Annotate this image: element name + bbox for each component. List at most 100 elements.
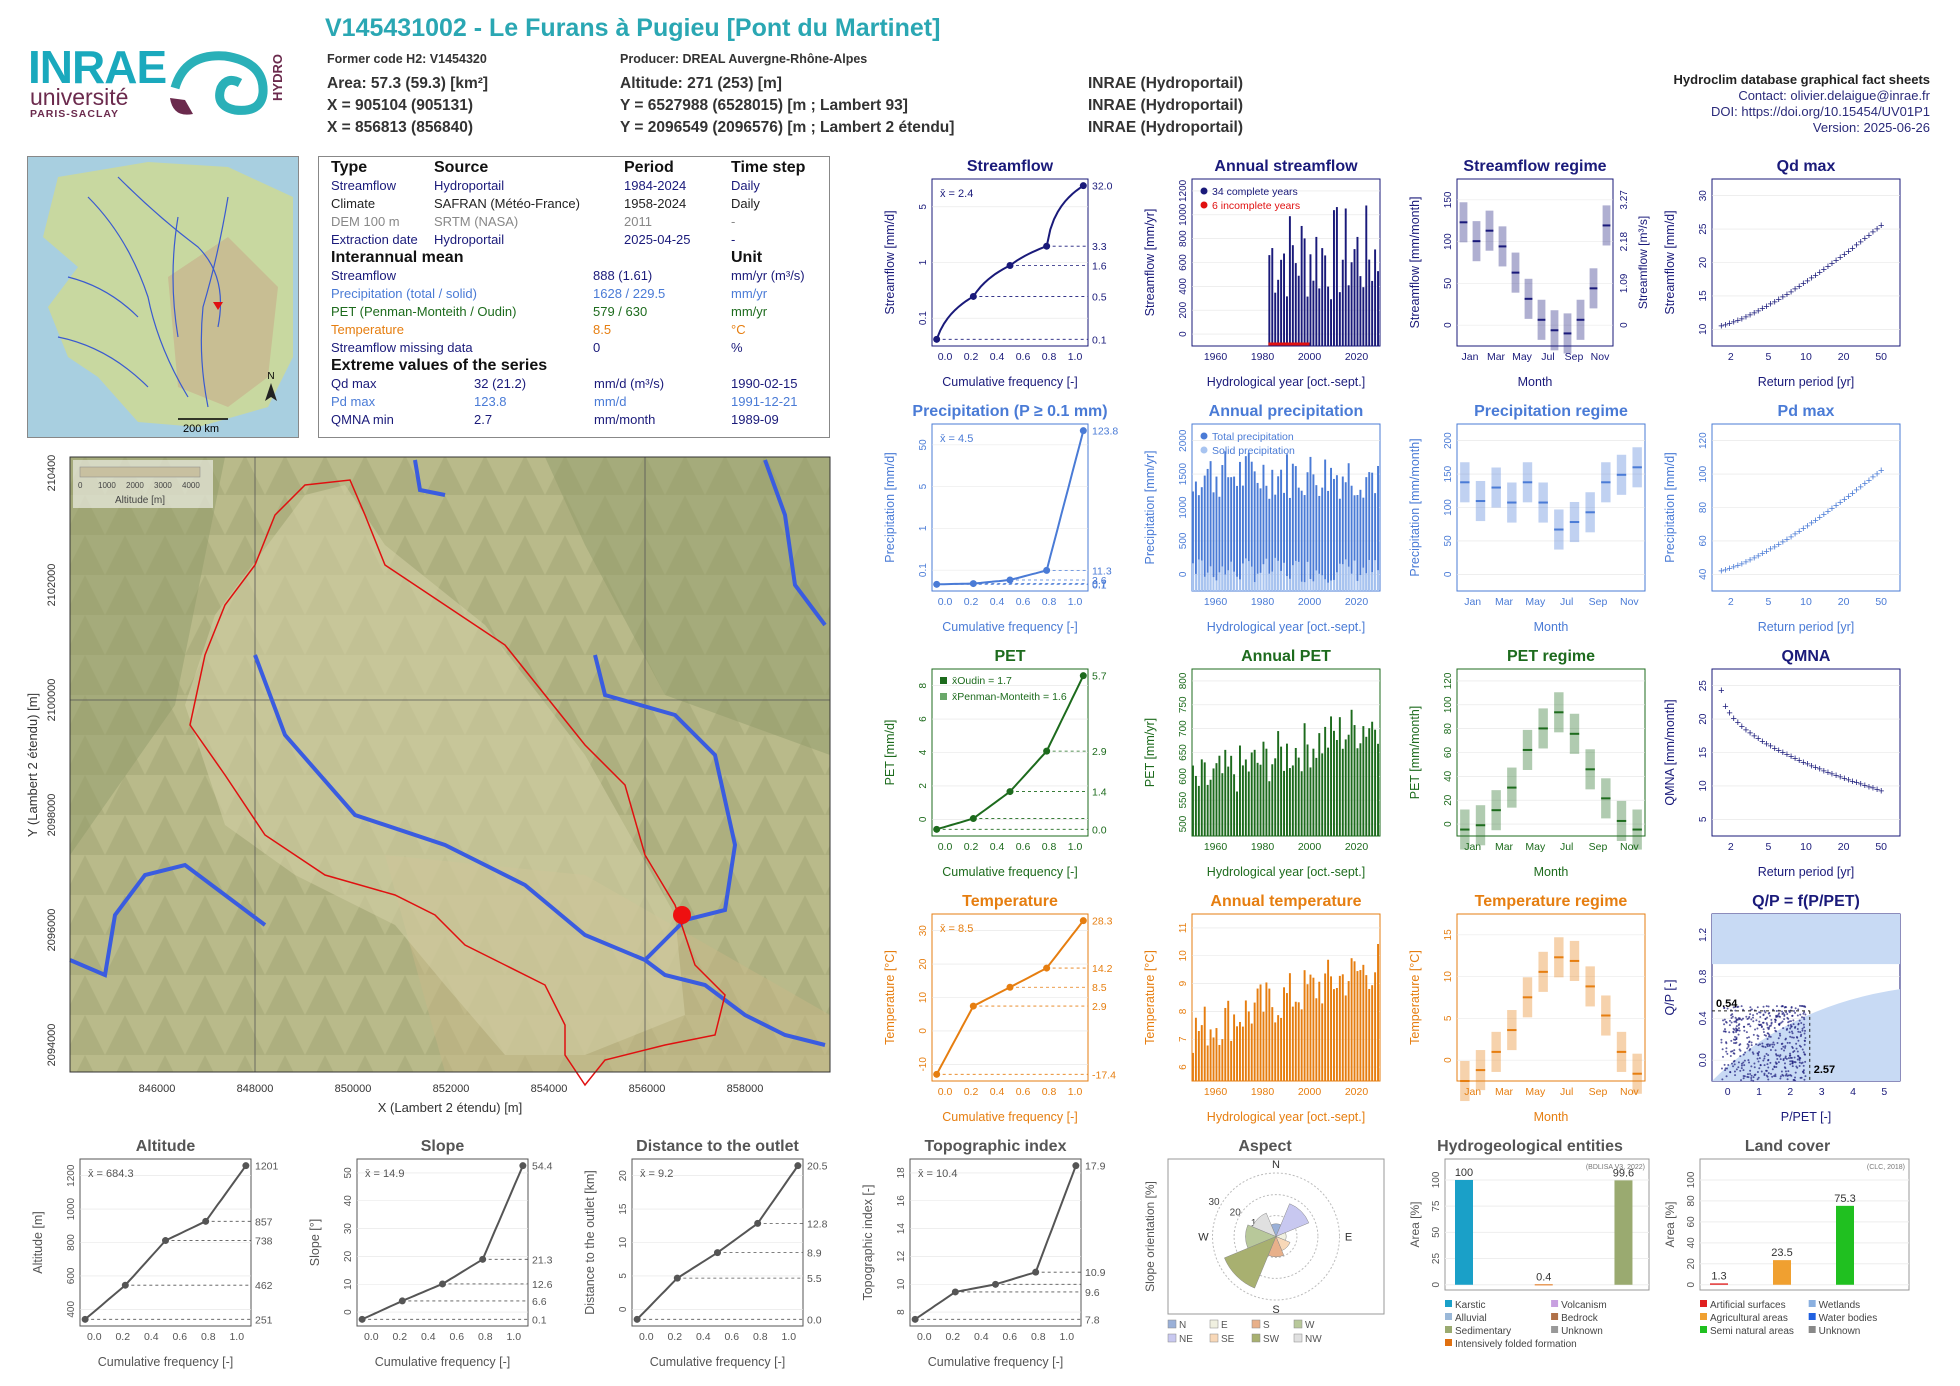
qp-point	[1742, 1053, 1745, 1056]
annual-bar	[1230, 755, 1233, 836]
qp-point	[1800, 1033, 1803, 1036]
annual-bar	[1256, 482, 1259, 591]
y-tick-label: 1000	[1178, 496, 1189, 519]
qp-point	[1771, 1046, 1774, 1049]
qp-point	[1735, 1021, 1738, 1024]
qp-point	[1803, 1053, 1806, 1056]
x-tick-label: 0.2	[964, 1086, 979, 1098]
qp-point	[1782, 1059, 1785, 1062]
qp-point	[1789, 1060, 1792, 1063]
solid-bar	[1359, 575, 1362, 591]
annual-bar	[1330, 976, 1332, 1081]
qp-point	[1740, 1005, 1743, 1008]
y-axis-label: Topographic index [-]	[861, 1184, 875, 1300]
qp-point	[1789, 1027, 1792, 1030]
legend-entry: Solid precipitation	[1212, 445, 1295, 457]
qp-point	[1786, 1027, 1789, 1030]
x-axis-label: Cumulative frequency [-]	[942, 865, 1077, 879]
qp-point	[1774, 1029, 1777, 1032]
qp-point	[1739, 1069, 1742, 1072]
qp-point	[1790, 1060, 1793, 1063]
annual-bar	[1194, 775, 1197, 836]
annual-bar	[1265, 748, 1268, 836]
solid-bar	[1209, 566, 1212, 591]
qp-point	[1721, 1078, 1724, 1081]
legend-entry: 34 complete years	[1212, 186, 1298, 198]
annual-bar	[1318, 495, 1321, 591]
chart-title: Land cover	[1745, 1138, 1830, 1155]
qp-point	[1740, 1062, 1743, 1065]
annual-bar	[1344, 995, 1347, 1081]
return-point: +	[1829, 503, 1835, 515]
return-point: +	[1780, 536, 1786, 548]
qp-point	[1762, 1014, 1765, 1017]
return-point: +	[1833, 770, 1839, 782]
version: Version: 2025-06-26	[1812, 120, 1930, 135]
return-point: +	[1759, 303, 1765, 315]
qp-point	[1742, 1069, 1745, 1072]
qp-point	[1722, 1055, 1725, 1058]
annual-bar	[1347, 734, 1350, 836]
return-point: +	[1730, 317, 1736, 329]
return-point: +	[1800, 523, 1806, 535]
solid-bar	[1365, 573, 1368, 591]
x-tick-label: 1.0	[1068, 351, 1083, 363]
annual-bar	[1247, 452, 1250, 591]
annual-bar	[1321, 487, 1324, 591]
return-point: +	[1755, 733, 1761, 745]
chart-title: Qd max	[1777, 158, 1836, 175]
solid-bar	[1321, 575, 1324, 591]
chart-precipitation-p-0-1-mm: Precipitation (P ≥ 0.1 mm) Cumulative fre…	[883, 403, 1118, 634]
x-tick-label: 2020	[1345, 1086, 1369, 1098]
annual-bar	[1209, 779, 1212, 836]
qp-point	[1766, 1023, 1769, 1026]
annual-bar	[1318, 733, 1321, 836]
y-tick-label: 0	[1431, 1282, 1442, 1288]
annual-bar	[1215, 1028, 1218, 1081]
annual-bar	[1283, 770, 1285, 836]
qp-point	[1758, 1067, 1761, 1070]
right-tick-label: 7.8	[1085, 1314, 1100, 1326]
x-tick-label: 0.6	[1016, 1086, 1031, 1098]
qp-point	[1748, 1016, 1751, 1019]
legend-entry: Karstic	[1455, 1300, 1486, 1311]
solid-bar	[1250, 566, 1253, 591]
qp-point	[1791, 1045, 1794, 1048]
qp-point	[1765, 1034, 1768, 1037]
annual-bar	[1377, 743, 1379, 836]
annual-bar	[1197, 495, 1200, 591]
y-tick-label: 0.4	[1698, 1011, 1709, 1025]
y-tick-label: 15	[1443, 929, 1454, 941]
plot-frame	[931, 423, 1089, 592]
annual-bar	[1347, 981, 1350, 1081]
x-tick-label: 50	[1875, 596, 1887, 608]
solid-bar	[1353, 560, 1356, 591]
solid-bar	[1356, 580, 1359, 591]
x-lambert93: X = 905104 (905131)	[327, 97, 474, 114]
y-tick-label: 12	[896, 1250, 907, 1262]
annual-bar	[1200, 759, 1203, 836]
qp-point	[1784, 1070, 1787, 1073]
annual-bar	[1256, 988, 1259, 1081]
x-tick-label: 3	[1819, 1086, 1825, 1098]
annual-bar	[1312, 748, 1315, 836]
annual-bar	[1315, 998, 1318, 1081]
qp-point	[1793, 1056, 1796, 1059]
col-period: Period	[624, 159, 674, 176]
return-point: +	[1747, 728, 1753, 740]
qp-point	[1775, 1066, 1778, 1069]
map-ylabel: Y (Lambert 2 étendu) [m]	[25, 693, 40, 837]
qp-point	[1769, 1014, 1772, 1017]
annual-bar	[1247, 1011, 1250, 1081]
y-axis-label: Precipitation [mm/d]	[1663, 452, 1677, 562]
qp-point	[1766, 1037, 1769, 1040]
annual-bar	[1277, 1015, 1280, 1081]
annual-bar	[1236, 1026, 1238, 1081]
qp-point	[1767, 1054, 1770, 1057]
x-axis-label: Cumulative frequency [-]	[942, 375, 1077, 389]
annual-bar	[1247, 771, 1250, 836]
qp-point	[1750, 1008, 1753, 1011]
qp-point	[1747, 1045, 1750, 1048]
y-tick-label: 5	[918, 204, 929, 210]
annual-bar	[1224, 451, 1227, 591]
